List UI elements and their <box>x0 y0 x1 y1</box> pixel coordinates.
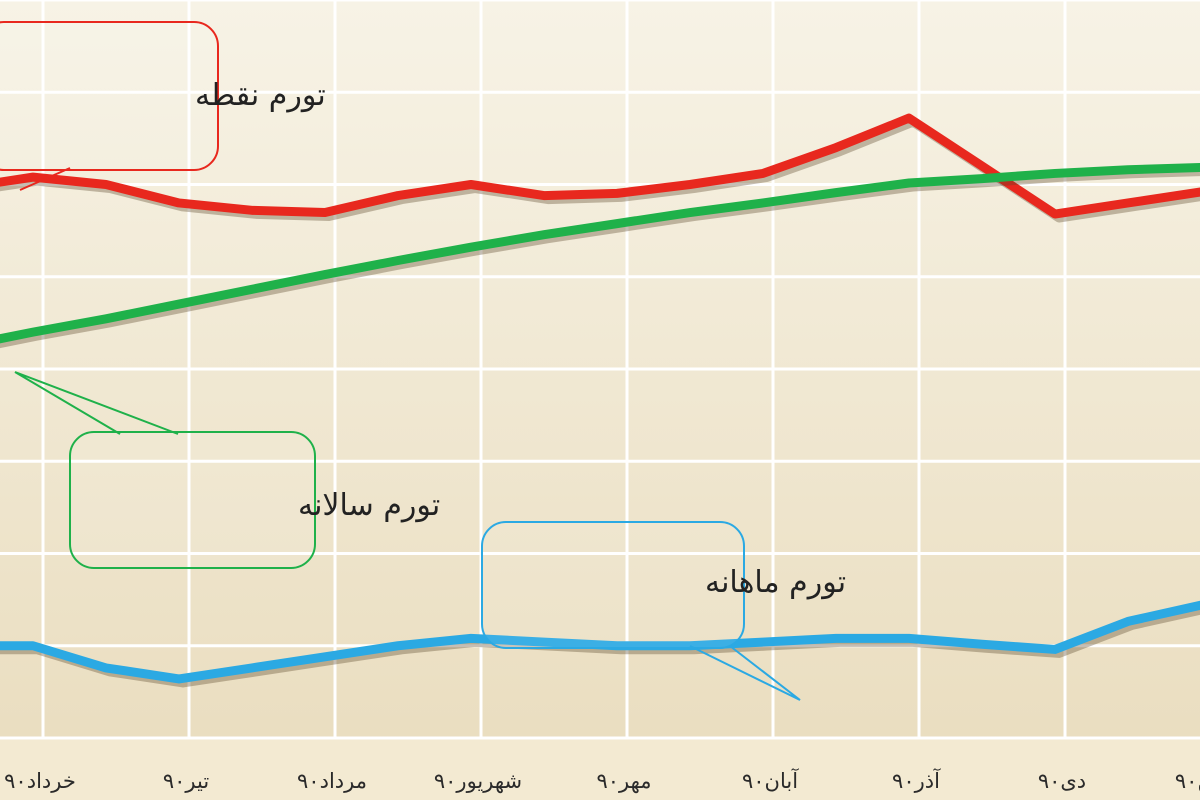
callout-box <box>481 521 745 649</box>
x-tick-label: آذر۹۰ <box>892 768 941 793</box>
callout-pointer <box>689 645 801 701</box>
x-tick-label: بهمن۹۰ <box>1175 769 1200 793</box>
callout-label: تورم ماهانه <box>705 565 846 600</box>
callout-pointer <box>14 371 179 435</box>
x-axis: خرداد۹۰ تیر۹۰ مرداد۹۰ شهریور۹۰ مهر۹۰ آبان۹۰ آذ… <box>4 768 1200 793</box>
series-lines <box>0 113 1200 688</box>
x-tick-label: شهریور۹۰ <box>434 769 522 793</box>
x-tick-label: تیر۹۰ <box>163 769 209 793</box>
callout-label: تورم نقطه <box>195 78 326 113</box>
x-tick-label: آبان۹۰ <box>742 768 799 793</box>
callout-2: تورم ماهانه <box>481 521 846 701</box>
x-tick-label: دی۹۰ <box>1038 769 1086 793</box>
series-line-1 <box>0 163 1200 344</box>
callout-0: تورم نقطه <box>0 21 326 191</box>
callout-label: تورم سالانه <box>298 488 440 523</box>
x-axis-band <box>0 738 1200 800</box>
callout-box <box>69 431 316 569</box>
x-tick-label: مرداد۹۰ <box>297 769 367 793</box>
x-tick-label: مهر۹۰ <box>596 769 651 793</box>
x-tick-label: خرداد۹۰ <box>4 769 76 793</box>
callout-box <box>0 21 219 171</box>
annotations: تورم نقطه تورم سالانه تورم ماهانه <box>0 21 846 701</box>
callout-pointer <box>19 167 71 191</box>
series-line-2 <box>0 600 1200 684</box>
callout-1: تورم سالانه <box>14 371 440 569</box>
